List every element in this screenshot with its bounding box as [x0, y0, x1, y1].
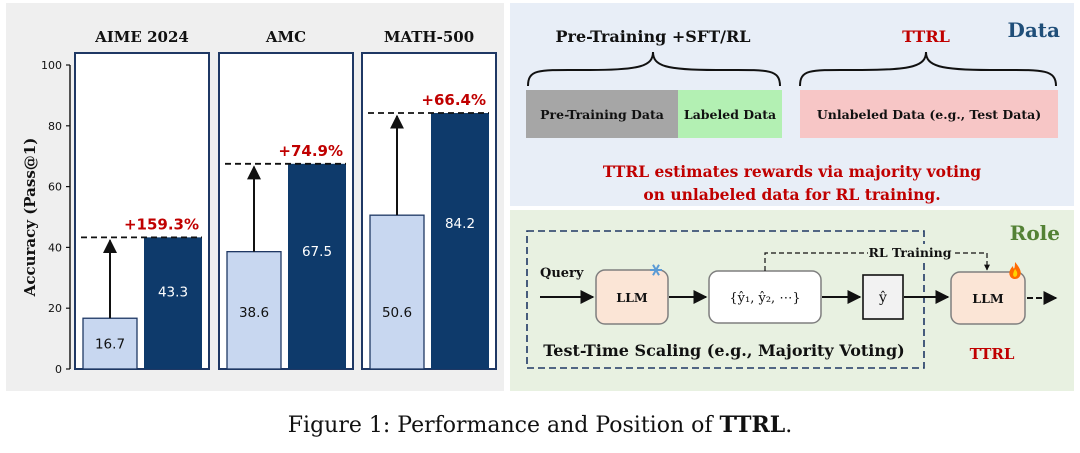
bar-ttrl-label: 67.5 — [302, 244, 332, 260]
y-tick-label: 0 — [55, 363, 62, 376]
llm-label: LLM — [616, 290, 648, 305]
caption-suffix: . — [785, 413, 793, 438]
bar-baseline — [369, 214, 425, 370]
bar-ttrl — [431, 113, 489, 369]
caption-prefix: Figure 1: Performance and Position of — [287, 413, 720, 438]
bar-ttrl — [144, 237, 202, 369]
statement-line-2: on unlabeled data for RL training. — [643, 185, 940, 204]
answer-box — [862, 274, 904, 320]
accuracy-chart: 0 20 40 60 80 100 Accuracy (Pass@1) AIME 2024 16… — [21, 28, 497, 376]
panel-title: MATH-500 — [384, 28, 474, 46]
unlabeled-data-box — [800, 90, 1058, 138]
y-tick-label: 80 — [48, 120, 62, 133]
y-tick-label: 60 — [48, 181, 62, 194]
right-brace — [799, 51, 1057, 87]
figure-graphic: 0 20 40 60 80 100 Accuracy (Pass@1) AIME 2024 16… — [6, 3, 1074, 391]
rl-training-label: RL Training — [868, 245, 951, 260]
pretraining-data-box — [526, 90, 678, 138]
panel-title: AIME 2024 — [94, 28, 189, 46]
role-panel-title: Role — [1010, 221, 1060, 245]
bar-baseline-label: 50.6 — [382, 305, 412, 321]
panel-title: AMC — [265, 28, 306, 46]
left-brace — [527, 51, 781, 87]
unlabeled-data-label: Unlabeled Data (e.g., Test Data) — [817, 107, 1041, 122]
bar-baseline-label: 16.7 — [95, 337, 125, 353]
llm-out-box — [950, 271, 1026, 325]
y-tick-label: 40 — [48, 241, 62, 254]
labeled-data-box — [678, 90, 782, 138]
pretraining-header: Pre-Training +SFT/RL — [556, 27, 751, 46]
rl-training-label-bg — [868, 244, 952, 260]
bar-baseline-label: 38.6 — [239, 305, 269, 321]
snowflake-icon — [650, 264, 662, 276]
statement-line-1: TTRL estimates rewards via majority voti… — [603, 162, 981, 181]
bar-ttrl-label: 43.3 — [158, 285, 188, 301]
bar-ttrl-label: 84.2 — [445, 216, 475, 232]
fire-icon — [1009, 262, 1021, 279]
labeled-data-label: Labeled Data — [684, 107, 776, 122]
gain-label: +74.9% — [278, 142, 343, 160]
y-axis-title: Accuracy (Pass@1) — [21, 138, 39, 298]
llm-out-label: LLM — [972, 291, 1004, 306]
bar-ttrl — [288, 163, 346, 369]
answer-label: ŷ — [878, 289, 887, 306]
candidates-label: {ŷ₁, ŷ₂, ⋯} — [729, 291, 800, 306]
ttrl-role-label: TTRL — [970, 345, 1015, 363]
llm-box — [595, 269, 669, 325]
data-panel-title: Data — [1008, 18, 1061, 42]
gain-label: +66.4% — [421, 91, 486, 109]
query-label: Query — [540, 266, 584, 281]
tts-caption: Test-Time Scaling (e.g., Majority Voting… — [543, 341, 905, 360]
figure-caption: Figure 1: Performance and Position of TT… — [0, 412, 1080, 438]
pretraining-data-label: Pre-Training Data — [540, 107, 664, 122]
y-tick-label: 100 — [41, 59, 62, 72]
caption-bold: TTRL — [719, 412, 786, 438]
ttrl-header: TTRL — [902, 27, 950, 46]
gain-label: +159.3% — [124, 215, 199, 233]
tts-dashed-box — [526, 230, 925, 369]
y-tick-label: 20 — [48, 302, 62, 315]
